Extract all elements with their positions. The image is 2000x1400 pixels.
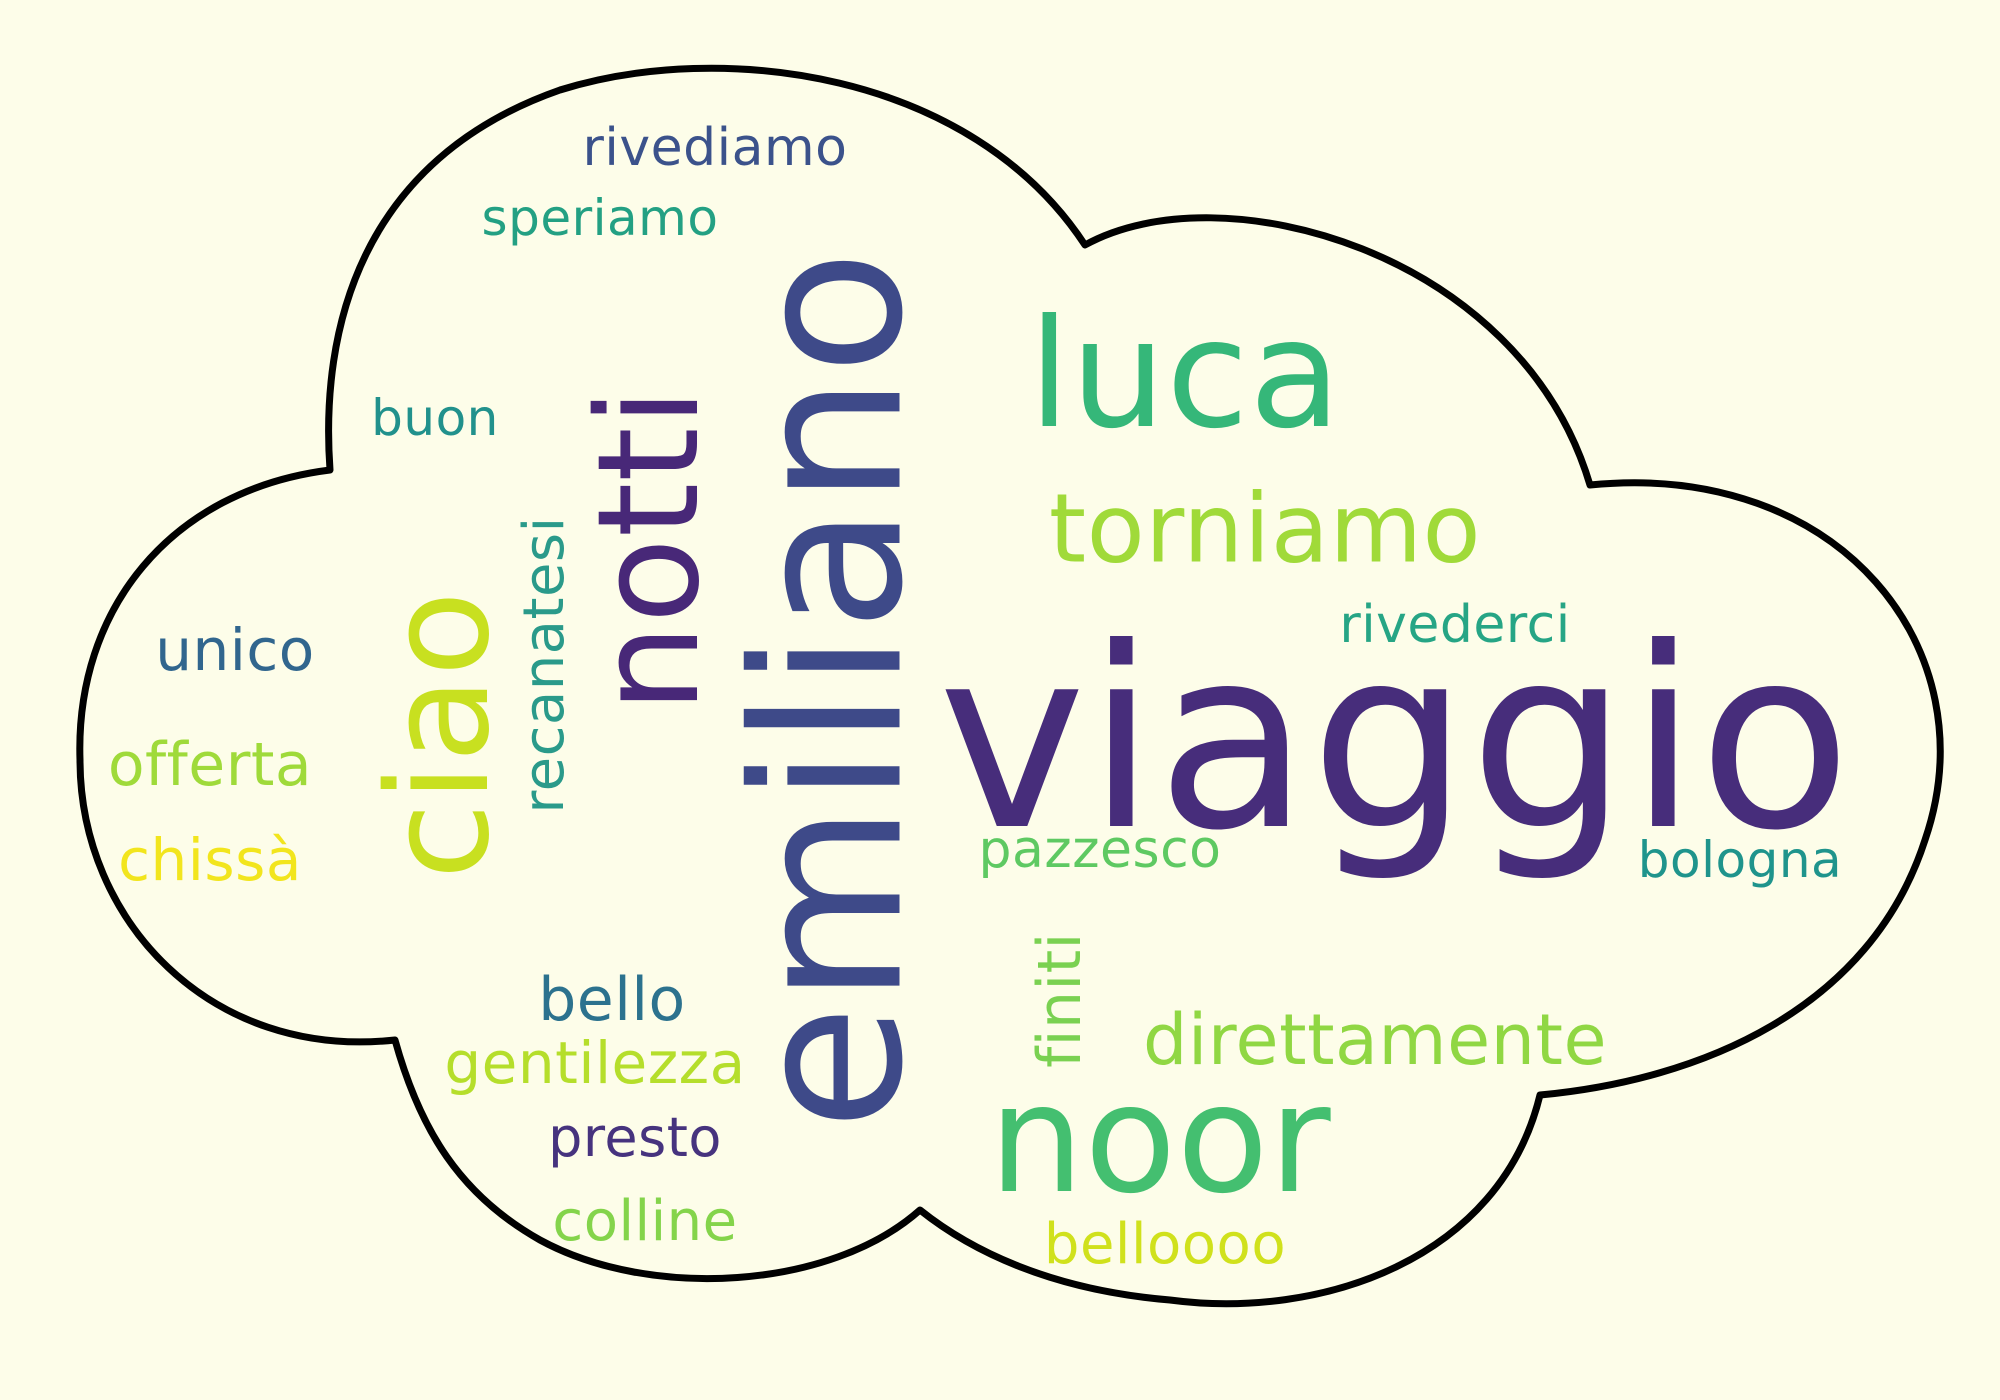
- cloud-shape: [76, 64, 1944, 1308]
- word-offerta: offerta: [107, 730, 313, 800]
- word-torniamo: torniamo: [1048, 474, 1482, 585]
- word-rivediamo: rivediamo: [582, 118, 848, 178]
- word-chissa: chissà: [118, 826, 302, 894]
- word-luca: luca: [1028, 288, 1342, 462]
- word-direttamente: direttamente: [1142, 999, 1608, 1081]
- word-ciao: ciao: [358, 590, 521, 880]
- word-notti: notti: [568, 387, 731, 713]
- word-recanatesi: recanatesi: [512, 516, 577, 814]
- word-unico: unico: [155, 616, 315, 684]
- word-buon: buon: [371, 389, 499, 447]
- word-finiti: finiti: [1025, 932, 1095, 1068]
- word-noor: noor: [988, 1053, 1332, 1227]
- word-emiliano: emiliano: [710, 249, 949, 1131]
- word-presto: presto: [548, 1106, 722, 1169]
- word-viaggio: viaggio: [938, 594, 1852, 885]
- word-colline: colline: [552, 1189, 738, 1254]
- word-rivederci: rivederci: [1339, 595, 1571, 655]
- word-gentilezza: gentilezza: [444, 1029, 746, 1097]
- word-speriamo: speriamo: [481, 189, 719, 247]
- word-belloooo: belloooo: [1043, 1212, 1287, 1277]
- word-bologna: bologna: [1637, 831, 1843, 889]
- word-pazzesco: pazzesco: [978, 820, 1222, 880]
- word-bello: bello: [538, 965, 686, 1035]
